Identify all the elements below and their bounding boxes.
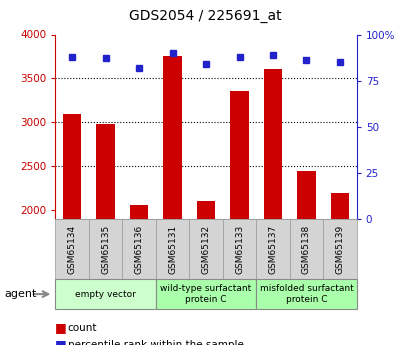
Text: GSM65132: GSM65132 (201, 225, 210, 274)
Text: wild-type surfactant
protein C: wild-type surfactant protein C (160, 284, 251, 304)
Bar (189, 219, 222, 279)
Text: GSM65133: GSM65133 (234, 225, 243, 274)
Bar (89, 219, 122, 279)
Bar (155, 279, 256, 309)
Bar (130, 205, 148, 219)
Bar (263, 69, 281, 219)
Bar (122, 219, 155, 279)
Bar (196, 201, 215, 219)
Bar (256, 279, 356, 309)
Text: percentile rank within the sample: percentile rank within the sample (67, 340, 243, 345)
Text: empty vector: empty vector (75, 289, 136, 299)
Text: GSM65131: GSM65131 (168, 225, 177, 274)
Bar (256, 219, 289, 279)
Bar (163, 56, 181, 219)
Bar (63, 114, 81, 219)
Bar (222, 219, 256, 279)
Bar (155, 219, 189, 279)
Text: ■: ■ (55, 321, 67, 334)
Text: GSM65134: GSM65134 (67, 225, 76, 274)
Bar (55, 279, 155, 309)
Text: count: count (67, 323, 97, 333)
Bar (230, 91, 248, 219)
Bar (289, 219, 322, 279)
Text: ■: ■ (55, 338, 67, 345)
Text: GSM65138: GSM65138 (301, 225, 310, 274)
Bar (297, 171, 315, 219)
Text: GSM65135: GSM65135 (101, 225, 110, 274)
Text: GSM65139: GSM65139 (335, 225, 344, 274)
Text: misfolded surfactant
protein C: misfolded surfactant protein C (259, 284, 353, 304)
Bar (96, 124, 115, 219)
Text: GDS2054 / 225691_at: GDS2054 / 225691_at (128, 9, 281, 23)
Text: GSM65136: GSM65136 (134, 225, 143, 274)
Text: agent: agent (4, 289, 36, 299)
Bar (55, 219, 89, 279)
Bar (330, 193, 348, 219)
Bar (322, 219, 356, 279)
Text: GSM65137: GSM65137 (268, 225, 277, 274)
